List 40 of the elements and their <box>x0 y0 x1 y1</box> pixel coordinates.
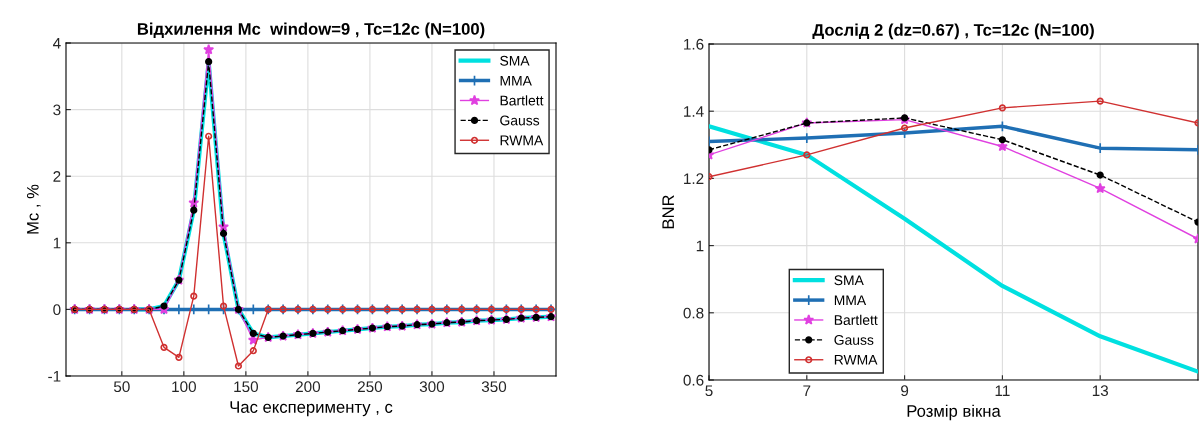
x-tick-label: 13 <box>1092 385 1109 397</box>
y-tick-label: 0.6 <box>683 374 704 386</box>
y-tick-label: 1.2 <box>684 173 704 184</box>
y-tick-label: 4 <box>52 38 61 49</box>
x-axis-title: Розмір вікна <box>907 404 1001 421</box>
x-tick-label: 7 <box>803 385 811 396</box>
x-axis-title: Час експерименту , с <box>230 401 393 417</box>
x-tick-label: 200 <box>295 381 321 393</box>
chart-title: Відхилення Mc window=9 , Tc=12c (N=100) <box>137 22 485 39</box>
legend-label: RWMA <box>834 355 878 365</box>
x-tick-label: 9 <box>901 385 909 397</box>
legend-label: SMA <box>500 55 530 66</box>
x-tick-label: 250 <box>357 381 383 393</box>
y-tick-label: 1 <box>53 237 61 249</box>
y-tick-label: -1 <box>48 371 61 382</box>
chart-title: Дослід 2 (dz=0.67) , Tc=12c (N=100) <box>812 23 1094 40</box>
y-tick-label: 1.6 <box>684 38 704 50</box>
legend-label: Gauss <box>834 335 874 345</box>
x-tick-label: 150 <box>234 381 259 393</box>
legend-label: Bartlett <box>500 95 544 106</box>
y-tick-label: 3 <box>53 104 61 116</box>
y-tick-label: 0 <box>53 304 61 316</box>
x-tick-label: 50 <box>113 381 130 393</box>
x-tick-label: 350 <box>481 381 507 393</box>
x-tick-label: 100 <box>172 381 196 393</box>
y-tick-label: 0.8 <box>683 307 704 319</box>
y-tick-label: 2 <box>53 171 61 182</box>
legend-label: Gauss <box>500 115 540 126</box>
x-tick-label: 5 <box>705 385 713 397</box>
legend-label: RWMA <box>500 135 544 146</box>
legend-label: MMA <box>500 75 532 86</box>
legend-label: Bartlett <box>834 314 878 325</box>
legend-label: MMA <box>834 295 867 305</box>
y-tick-label: 1 <box>696 240 704 252</box>
y-axis-title: Mc , % <box>26 184 41 234</box>
x-tick-label: 11 <box>995 385 1010 396</box>
y-tick-label: 1.4 <box>684 106 704 117</box>
y-axis-title: BNR <box>662 195 674 229</box>
x-tick-label: 300 <box>419 381 445 393</box>
legend-label: SMA <box>834 275 864 286</box>
